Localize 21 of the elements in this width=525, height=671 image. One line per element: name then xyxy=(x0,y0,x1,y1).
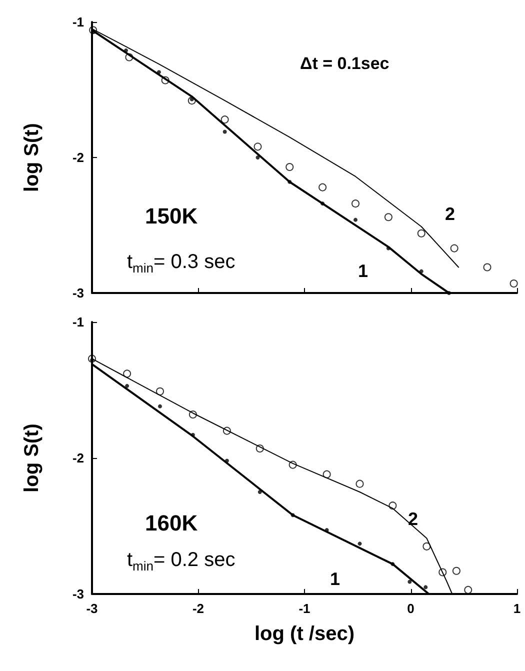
y-axis-title: log S(t) xyxy=(21,424,43,492)
x-axis-title: log (t /sec) xyxy=(254,623,355,645)
y-tick-label: -3 xyxy=(72,586,84,602)
x-tick-label: -1 xyxy=(298,601,310,616)
x-tick-label: 1 xyxy=(513,601,521,616)
y-tick-label: -1 xyxy=(72,314,84,330)
x-tick-label: -2 xyxy=(192,601,204,616)
annotation: 1 xyxy=(330,569,340,589)
annotation: Δt = 0.1sec xyxy=(300,54,390,73)
y-tick-label: -2 xyxy=(72,450,84,466)
y-tick-label: -1 xyxy=(72,14,84,30)
annotation: 2 xyxy=(445,204,456,224)
x-tick-label: -3 xyxy=(86,601,98,616)
y-axis-title: log S(t) xyxy=(21,123,43,192)
y-tick-label: -2 xyxy=(72,150,84,165)
annotation: 160K xyxy=(145,510,198,536)
annotation: 150K xyxy=(145,204,198,228)
y-tick-label: -3 xyxy=(72,286,84,300)
annotation: 2 xyxy=(408,509,418,529)
x-tick-label: 0 xyxy=(407,601,414,616)
annotation: 1 xyxy=(358,261,368,281)
